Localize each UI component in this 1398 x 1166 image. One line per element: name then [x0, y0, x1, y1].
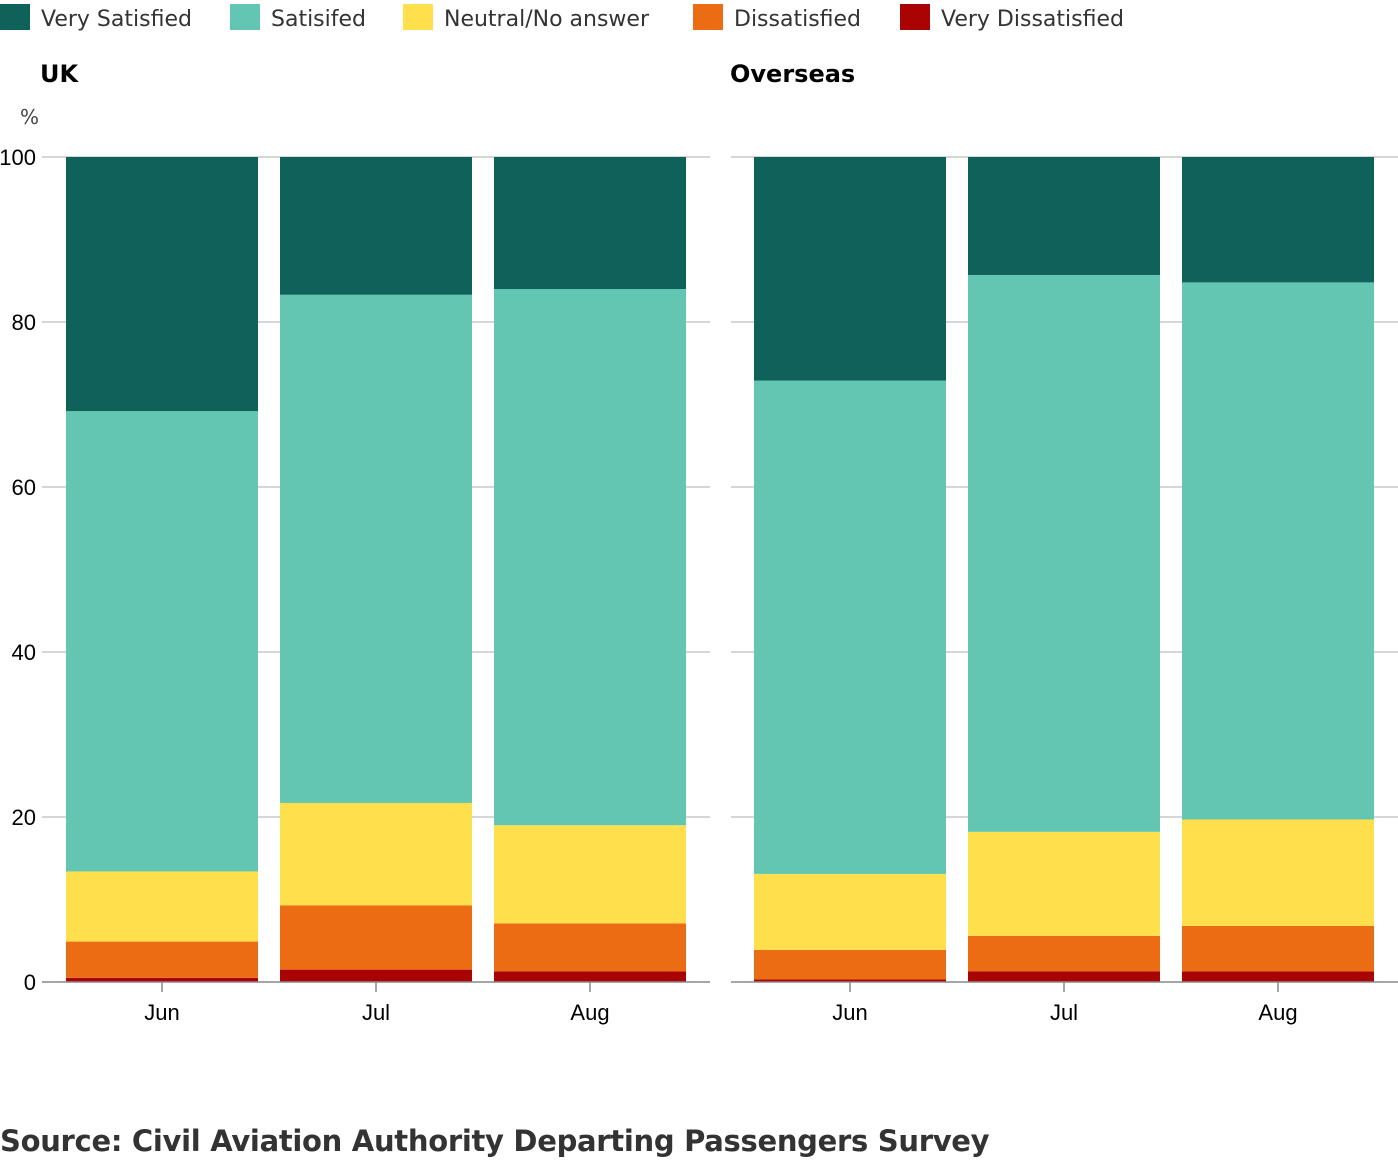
legend-swatch-very-satisfied — [0, 4, 30, 30]
legend-label-satisifed: Satisifed — [271, 7, 366, 32]
x-tick-label-uk-jun: Jun — [144, 1000, 179, 1025]
bar-uk-aug-satisifed — [494, 289, 686, 826]
bar-overseas-jul-very-dissatisfied — [968, 971, 1160, 982]
bar-overseas-jun-neutral-no-answer — [754, 873, 946, 950]
legend-swatch-neutral-no-answer — [403, 4, 433, 30]
y-tick-label-0: 0 — [24, 970, 36, 995]
panel-title-overseas: Overseas — [730, 60, 855, 88]
legend-label-very-dissatisfied: Very Dissatisfied — [941, 7, 1124, 32]
bar-overseas-jun-satisifed — [754, 380, 946, 874]
legend-label-neutral-no-answer: Neutral/No answer — [444, 7, 650, 32]
bar-overseas-jul-very-satisfied — [968, 157, 1160, 275]
x-tick-label-overseas-jun: Jun — [832, 1000, 867, 1025]
bar-uk-aug-neutral-no-answer — [494, 825, 686, 924]
legend-swatch-very-dissatisfied — [900, 4, 930, 30]
bar-uk-jun-dissatisfied — [66, 941, 258, 978]
legend-swatch-dissatisfied — [693, 4, 723, 30]
bar-overseas-aug-neutral-no-answer — [1182, 819, 1374, 926]
bar-overseas-jul-neutral-no-answer — [968, 831, 1160, 936]
legend-label-dissatisfied: Dissatisfied — [734, 7, 861, 32]
bar-overseas-jun-very-dissatisfied — [754, 979, 946, 982]
y-tick-label-80: 80 — [12, 310, 36, 335]
x-tick-label-uk-jul: Jul — [362, 1000, 390, 1025]
bar-uk-jun-neutral-no-answer — [66, 871, 258, 942]
bar-overseas-jun-very-satisfied — [754, 157, 946, 381]
y-tick-label-100: 100 — [0, 145, 36, 170]
bar-overseas-jul-satisifed — [968, 274, 1160, 832]
y-unit-label: % — [20, 105, 39, 129]
bar-uk-jun-very-satisfied — [66, 157, 258, 412]
bar-uk-jul-very-satisfied — [280, 157, 472, 295]
bar-uk-jul-neutral-no-answer — [280, 802, 472, 906]
source-note: Source: Civil Aviation Authority Departi… — [0, 1124, 990, 1158]
legend-label-very-satisfied: Very Satisfied — [41, 7, 192, 32]
bar-uk-aug-very-satisfied — [494, 157, 686, 289]
y-tick-label-20: 20 — [12, 805, 36, 830]
bar-overseas-aug-very-dissatisfied — [1182, 971, 1374, 982]
bar-uk-jul-dissatisfied — [280, 905, 472, 970]
bar-uk-jun-satisifed — [66, 411, 258, 872]
bar-overseas-jun-dissatisfied — [754, 949, 946, 980]
y-tick-label-40: 40 — [12, 640, 36, 665]
bar-uk-aug-very-dissatisfied — [494, 971, 686, 982]
bar-overseas-aug-satisifed — [1182, 282, 1374, 820]
bar-uk-aug-dissatisfied — [494, 923, 686, 972]
bar-overseas-aug-very-satisfied — [1182, 157, 1374, 283]
x-tick-label-overseas-aug: Aug — [1258, 1000, 1297, 1025]
bar-uk-jun-very-dissatisfied — [66, 977, 258, 982]
y-tick-label-60: 60 — [12, 475, 36, 500]
x-tick-label-overseas-jul: Jul — [1050, 1000, 1078, 1025]
bar-uk-jul-satisifed — [280, 294, 472, 803]
legend-swatch-satisifed — [230, 4, 260, 30]
bar-uk-jul-very-dissatisfied — [280, 969, 472, 982]
panel-title-uk: UK — [40, 60, 79, 88]
x-tick-label-uk-aug: Aug — [570, 1000, 609, 1025]
bar-overseas-jul-dissatisfied — [968, 935, 1160, 972]
bar-overseas-aug-dissatisfied — [1182, 925, 1374, 972]
